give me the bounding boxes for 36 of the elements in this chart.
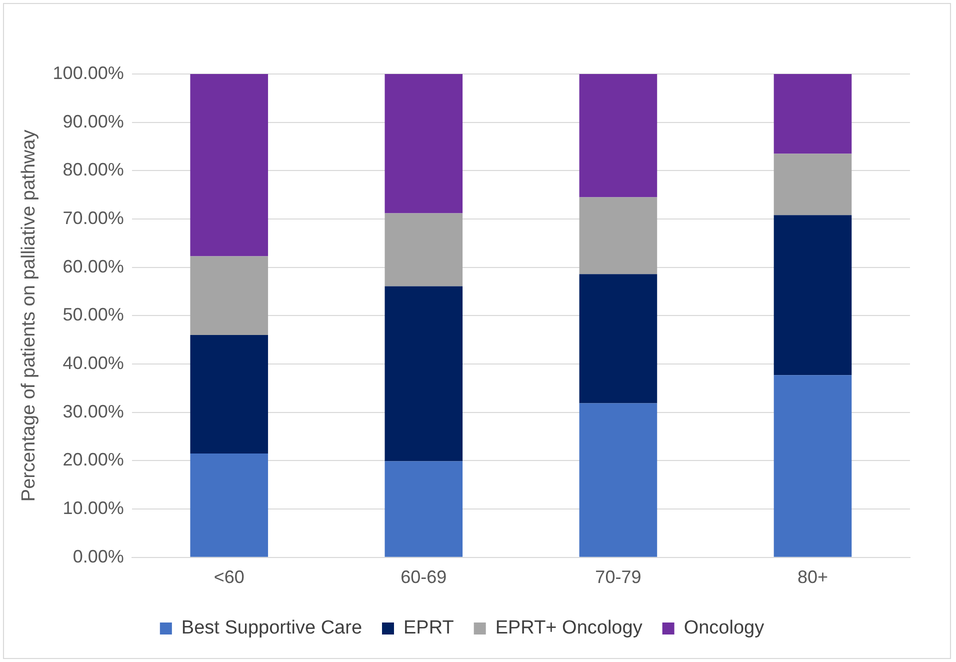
y-tick-label: 50.00% [62, 304, 124, 325]
y-axis-title: Percentage of patients on palliative pathway [18, 129, 40, 502]
bar [579, 274, 658, 404]
legend-label: Oncology [684, 618, 765, 639]
x-tick-label: <60 [214, 567, 244, 588]
y-tick-label: 40.00% [62, 353, 124, 374]
bar [384, 286, 463, 462]
bar [579, 403, 658, 557]
bar [384, 213, 463, 286]
bar [774, 74, 852, 154]
bar [190, 256, 268, 336]
bar [190, 74, 268, 256]
bar [190, 453, 268, 557]
y-tick-label: 100.00% [52, 62, 124, 83]
bar [774, 215, 852, 376]
y-tick-label: 10.00% [62, 498, 124, 518]
y-tick-label: 60.00% [62, 256, 124, 276]
bar [384, 74, 463, 214]
y-tick-label: 80.00% [62, 160, 124, 180]
y-tick-label: 90.00% [62, 111, 124, 132]
y-tick-label: 70.00% [62, 208, 124, 228]
bar [579, 74, 658, 198]
legend-label: EPRT [404, 618, 454, 639]
bar [774, 375, 852, 557]
y-tick-label: 20.00% [62, 450, 124, 470]
x-tick-label: 80+ [797, 567, 828, 588]
bar [190, 335, 268, 454]
bar [384, 461, 463, 557]
legend-label: EPRT+ Oncology [495, 618, 643, 639]
y-tick-label: 30.00% [62, 401, 124, 422]
x-tick-label: 70-79 [595, 567, 642, 588]
y-tick-label: 0.00% [72, 546, 124, 566]
x-tick-label: 60-69 [400, 567, 447, 588]
bar [774, 154, 852, 216]
bar [579, 197, 658, 274]
legend-label: Best Supportive Care [181, 618, 362, 639]
